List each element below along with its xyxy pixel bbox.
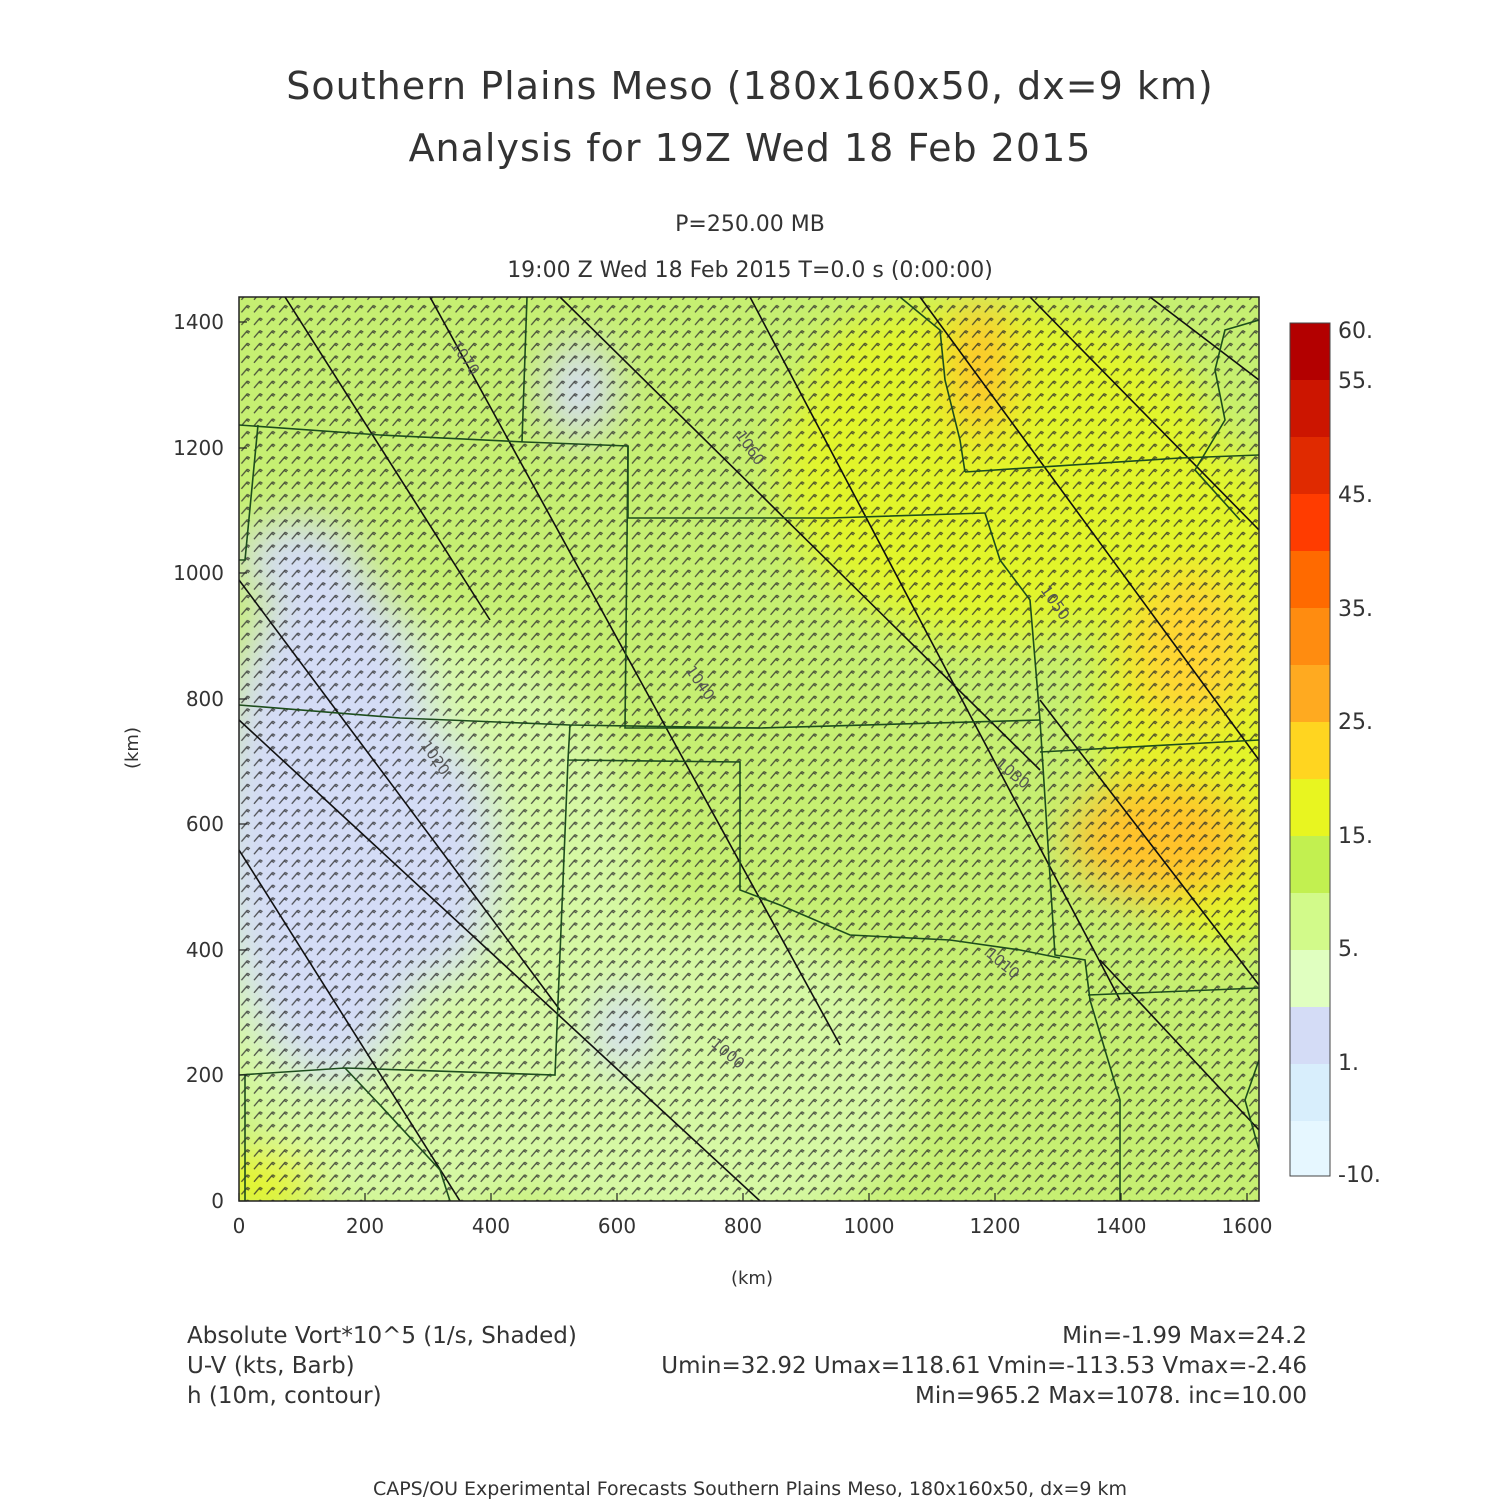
shaded-field-stats: Min=-1.99 Max=24.2: [1062, 1323, 1307, 1349]
colorbar-label: 5.: [1338, 937, 1359, 962]
colorbar-label: 15.: [1338, 824, 1373, 849]
colorbar-swatch: [1290, 722, 1330, 779]
contour-field-stats: Min=965.2 Max=1078. inc=10.00: [915, 1383, 1307, 1409]
x-tick-labels: 0 200 400 600 800 1000 1200 1400 1600: [233, 1214, 1273, 1238]
barb-field-label: U-V (kts, Barb): [187, 1353, 355, 1379]
x-tick-label: 1600: [1222, 1214, 1273, 1238]
x-tick-label: 600: [598, 1214, 636, 1238]
x-tick-label: 400: [472, 1214, 510, 1238]
footer-credit: CAPS/OU Experimental Forecasts Southern …: [372, 1478, 1128, 1500]
y-tick-label: 0: [211, 1189, 224, 1213]
colorbar-swatch: [1290, 779, 1330, 836]
map-title-line2: Analysis for 19Z Wed 18 Feb 2015: [408, 126, 1092, 170]
colorbar-swatch: [1290, 1064, 1330, 1121]
colorbar-label: -10.: [1338, 1163, 1381, 1188]
colorbar-swatch: [1290, 551, 1330, 608]
colorbar-swatch: [1290, 836, 1330, 893]
colorbar-swatch: [1290, 323, 1330, 380]
height-contours: [239, 297, 1259, 1201]
colorbar-swatch: [1290, 893, 1330, 950]
y-tick-label: 200: [186, 1063, 224, 1087]
y-tick-label: 400: [186, 938, 224, 962]
colorbar-swatch: [1290, 437, 1330, 494]
colorbar-label: 45.: [1338, 483, 1373, 508]
x-tick-label: 1400: [1096, 1214, 1147, 1238]
colorbar-frame: [1289, 322, 1331, 1177]
x-tick-label: 200: [346, 1214, 384, 1238]
axis-ticks: [238, 321, 1248, 1202]
y-tick-label: 1200: [173, 436, 224, 460]
colorbar-label: 55.: [1338, 369, 1373, 394]
colorbar-swatch: [1290, 1121, 1330, 1176]
colorbar-swatch: [1290, 665, 1330, 722]
y-axis-title: (km): [122, 727, 143, 769]
state-boundaries: [239, 297, 1259, 1201]
map-title-line1: Southern Plains Meso (180x160x50, dx=9 k…: [286, 64, 1214, 108]
contour-field-label: h (10m, contour): [187, 1383, 382, 1409]
x-tick-label: 800: [724, 1214, 762, 1238]
pressure-level-label: P=250.00 MB: [675, 212, 825, 237]
colorbar-swatch: [1290, 380, 1330, 437]
colorbar-swatch: [1290, 950, 1330, 1007]
colorbar-label: 60.: [1338, 319, 1373, 344]
colorbar-label: 1.: [1338, 1051, 1359, 1076]
barb-field-stats: Umin=32.92 Umax=118.61 Vmin=-113.53 Vmax…: [661, 1353, 1307, 1379]
y-tick-label: 600: [186, 812, 224, 836]
colorbar-label: 35.: [1338, 597, 1373, 622]
y-tick-label: 800: [186, 687, 224, 711]
colorbar: 60. 55. 45. 35. 25. 15. 5. 1. -10.: [1289, 319, 1381, 1188]
colorbar-swatch: [1290, 494, 1330, 551]
y-tick-label: 1400: [173, 310, 224, 334]
x-tick-label: 0: [233, 1214, 246, 1238]
x-tick-label: 1000: [844, 1214, 895, 1238]
shaded-field-label: Absolute Vort*10^5 (1/s, Shaded): [187, 1323, 577, 1349]
y-tick-label: 1000: [173, 561, 224, 585]
colorbar-swatch: [1290, 1007, 1330, 1064]
colorbar-swatch: [1290, 608, 1330, 665]
x-axis-title: (km): [731, 1268, 773, 1289]
plot-area: 1070 1060 1050 1040 1030 1020 1010 1000: [239, 297, 1259, 1201]
x-tick-label: 1200: [970, 1214, 1021, 1238]
colorbar-label: 25.: [1338, 710, 1373, 735]
valid-time-label: 19:00 Z Wed 18 Feb 2015 T=0.0 s (0:00:00…: [507, 258, 993, 283]
y-tick-labels: 0 200 400 600 800 1000 1200 1400: [173, 310, 224, 1213]
plot-frame: [238, 296, 1260, 1202]
